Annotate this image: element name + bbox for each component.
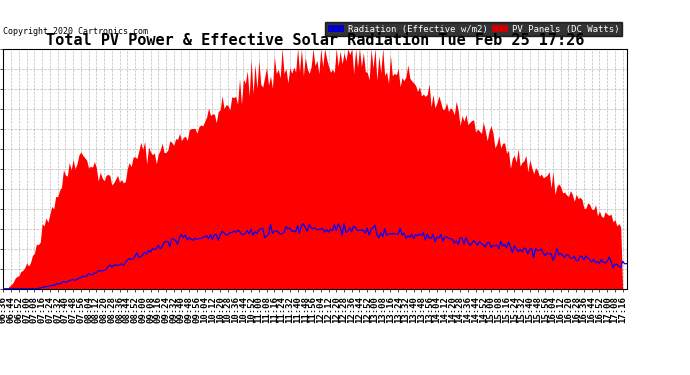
Legend: Radiation (Effective w/m2), PV Panels (DC Watts): Radiation (Effective w/m2), PV Panels (D… xyxy=(325,22,622,36)
Text: Copyright 2020 Cartronics.com: Copyright 2020 Cartronics.com xyxy=(3,27,148,36)
Title: Total PV Power & Effective Solar Radiation Tue Feb 25 17:26: Total PV Power & Effective Solar Radiati… xyxy=(46,33,584,48)
